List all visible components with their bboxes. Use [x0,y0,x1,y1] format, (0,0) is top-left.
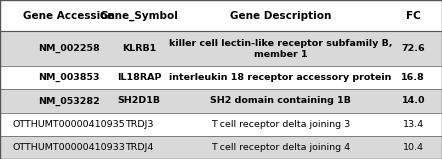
Text: 72.6: 72.6 [401,44,425,53]
Text: KLRB1: KLRB1 [122,44,156,53]
Text: NM_002258: NM_002258 [38,44,99,53]
Text: TRDJ4: TRDJ4 [125,143,153,152]
Text: FC: FC [406,11,421,21]
Bar [0,89,442,113]
Text: TRDJ3: TRDJ3 [125,120,153,129]
Text: 16.8: 16.8 [401,73,425,82]
Text: NM_003853: NM_003853 [38,73,99,82]
Text: OTTHUMT00000410935: OTTHUMT00000410935 [12,120,125,129]
Bar [0,136,442,159]
Text: Gene Description: Gene Description [230,11,332,21]
Text: SH2D1B: SH2D1B [118,97,161,105]
Text: SH2 domain containing 1B: SH2 domain containing 1B [210,97,351,105]
Text: Gene_Symbol: Gene_Symbol [100,10,179,21]
Text: killer cell lectin-like receptor subfamily B,
member 1: killer cell lectin-like receptor subfami… [169,39,392,59]
Bar [0,31,442,66]
Text: IL18RAP: IL18RAP [117,73,161,82]
Text: 14.0: 14.0 [401,97,425,105]
Text: T cell receptor delta joining 4: T cell receptor delta joining 4 [211,143,350,152]
Text: Gene Accession: Gene Accession [23,11,114,21]
Text: interleukin 18 receptor accessory protein: interleukin 18 receptor accessory protei… [169,73,392,82]
Text: T cell receptor delta joining 3: T cell receptor delta joining 3 [211,120,351,129]
Text: NM_053282: NM_053282 [38,96,99,106]
Text: 13.4: 13.4 [403,120,424,129]
Text: 10.4: 10.4 [403,143,424,152]
Text: OTTHUMT00000410933: OTTHUMT00000410933 [12,143,125,152]
